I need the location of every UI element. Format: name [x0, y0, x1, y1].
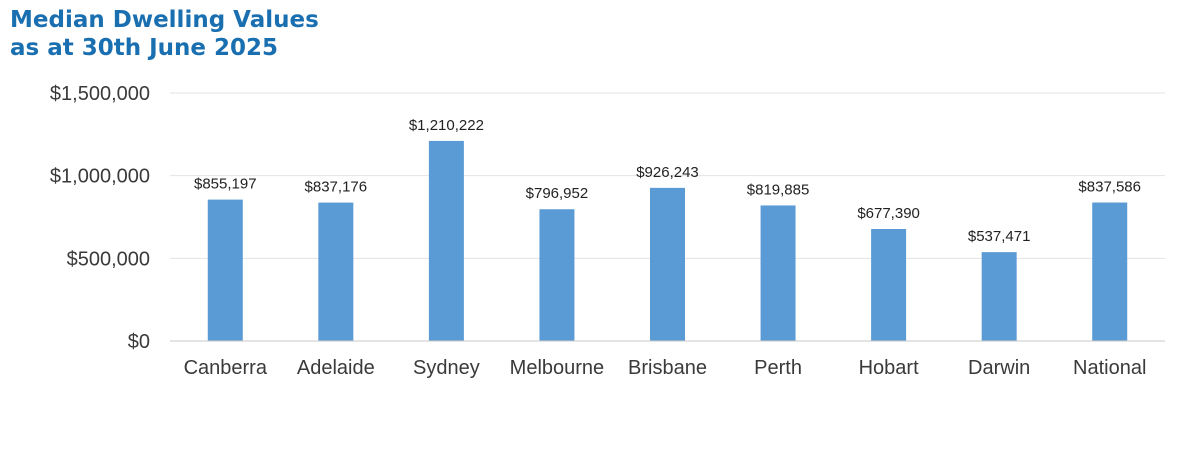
data-label: $837,586: [1078, 179, 1141, 196]
bar-darwin: [981, 252, 1017, 341]
data-labels: $855,197 $837,176 $1,210,222 $796,952 $926,2…: [194, 117, 1141, 245]
y-tick-label: $1,000,000: [50, 166, 150, 188]
data-label: $819,885: [747, 181, 810, 198]
chart-title: Median Dwelling Values as at 30th June 2…: [10, 6, 319, 62]
data-label: $926,243: [636, 164, 699, 181]
bar-brisbane: [650, 187, 685, 341]
bar-melbourne: [539, 209, 575, 341]
x-tick-label: Hobart: [859, 357, 919, 379]
y-axis-tick-labels: $0 $500,000 $1,000,000 $1,500,000: [50, 83, 150, 353]
x-tick-label: Perth: [754, 357, 802, 379]
bar-canberra: [207, 199, 243, 341]
x-tick-label: Sydney: [413, 357, 480, 379]
chart-title-line-1: Median Dwelling Values: [10, 7, 319, 33]
y-tick-label: $1,500,000: [50, 83, 150, 105]
x-tick-label: Adelaide: [297, 357, 375, 379]
x-tick-label: National: [1073, 357, 1146, 379]
y-tick-label: $0: [128, 331, 150, 353]
data-label: $677,390: [857, 205, 920, 222]
bars: [207, 140, 1128, 341]
data-label: $837,176: [305, 179, 368, 196]
x-tick-label: Darwin: [968, 357, 1030, 379]
bar-perth: [760, 205, 796, 341]
y-tick-label: $500,000: [67, 248, 150, 270]
bar-sydney: [428, 140, 464, 341]
data-label: $537,471: [968, 228, 1031, 245]
x-tick-label: Melbourne: [510, 357, 605, 379]
bar-adelaide: [318, 202, 354, 341]
data-label: $855,197: [194, 176, 257, 193]
bar-national: [1092, 202, 1128, 341]
x-axis-tick-labels: Canberra Adelaide Sydney Melbourne Brisbane P…: [184, 357, 1147, 379]
data-label: $1,210,222: [409, 117, 484, 134]
data-label: $796,952: [526, 185, 589, 202]
bar-hobart: [871, 229, 907, 341]
chart-title-line-2: as at 30th June 2025: [10, 35, 279, 61]
x-tick-label: Canberra: [184, 357, 268, 379]
x-tick-label: Brisbane: [628, 357, 707, 379]
